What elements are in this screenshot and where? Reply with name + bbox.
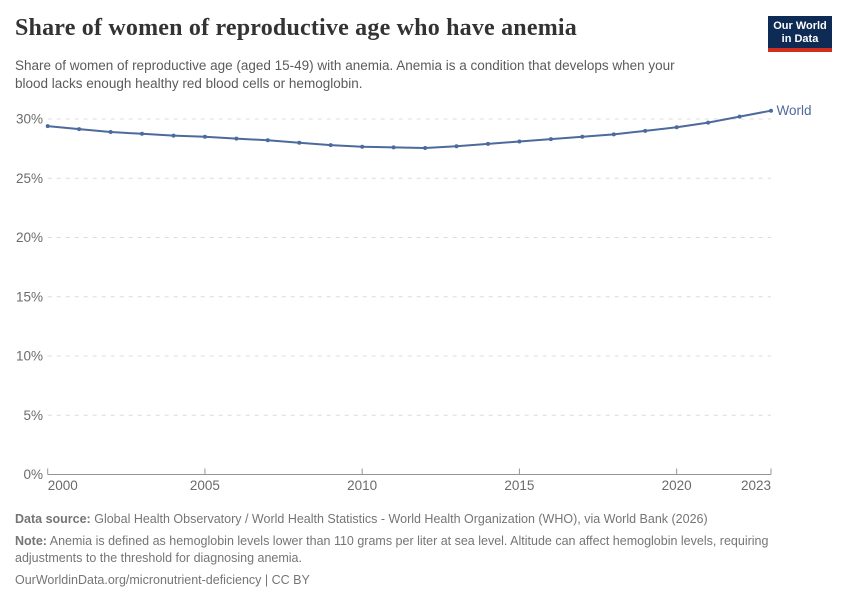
data-point (328, 143, 333, 148)
world-line (47, 109, 772, 149)
datasource-text: Global Health Observatory / World Health… (94, 512, 708, 526)
chart-subtitle-line2: blood lacks enough healthy red blood cel… (15, 75, 363, 91)
footer-note: Note: Anemia is defined as hemoglobin le… (15, 533, 815, 567)
y-tick-label: 20% (16, 230, 43, 245)
x-tick-label: 2020 (662, 478, 692, 493)
y-tick-label: 0% (23, 467, 43, 482)
data-point (77, 127, 82, 132)
owid-logo-line2: in Data (781, 33, 819, 45)
data-point (643, 128, 648, 133)
chart-footer: Data source: Global Health Observatory /… (15, 511, 815, 594)
data-point (171, 133, 176, 138)
data-point (108, 130, 113, 134)
data-point (391, 145, 396, 150)
x-tick-label: 2023 (741, 478, 771, 493)
data-point (517, 139, 522, 144)
series-label-world: World (777, 103, 812, 118)
chart-subtitle: Share of women of reproductive age (aged… (15, 57, 777, 92)
note-text-line1: Anemia is defined as hemoglobin levels l… (49, 534, 769, 548)
owid-logo: Our World in Data (768, 16, 832, 52)
data-point (265, 138, 270, 143)
data-point (769, 108, 773, 113)
data-point (45, 124, 50, 129)
footer-datasource: Data source: Global Health Observatory /… (15, 511, 815, 528)
chart-subtitle-line1: Share of women of reproductive age (aged… (15, 58, 675, 73)
x-tick-label: 2005 (190, 478, 220, 493)
y-tick-label: 15% (16, 289, 43, 304)
page-title: Share of women of reproductive age who h… (15, 15, 577, 41)
y-tick-label: 25% (16, 171, 43, 186)
footer-note-line2: adjustments to the threshold for diagnos… (15, 551, 302, 565)
x-tick-label: 2000 (48, 478, 78, 493)
line-chart: 0% 5% 10% 15% 20% 25% 30% 2000 2005 2010 2015 2020 2… (16, 103, 812, 493)
data-point (580, 134, 585, 139)
data-point (737, 114, 742, 119)
data-point (454, 144, 459, 149)
x-tick-label: 2015 (504, 478, 534, 493)
data-point (360, 144, 365, 149)
data-point (234, 136, 239, 141)
data-point (486, 141, 490, 146)
data-point (674, 125, 679, 130)
y-tick-label: 10% (16, 349, 43, 364)
footer-url: OurWorldinData.org/micronutrient-deficie… (15, 573, 310, 587)
x-tick-label: 2010 (347, 478, 377, 493)
chart-area: 0% 5% 10% 15% 20% 25% 30% 2000 2005 2010 2015 2020 2… (0, 95, 850, 505)
data-point (548, 137, 553, 142)
data-point (611, 132, 616, 137)
data-point (202, 134, 207, 139)
data-point (706, 120, 711, 125)
datasource-label: Data source: (15, 512, 91, 526)
owid-logo-line1: Our World (773, 20, 827, 32)
footer-note-line1: Note: Anemia is defined as hemoglobin le… (15, 533, 815, 550)
note-label: Note: (15, 534, 47, 548)
data-point (297, 140, 302, 145)
data-point (423, 146, 428, 150)
data-point (140, 131, 144, 136)
y-tick-label: 30% (16, 112, 43, 127)
y-tick-label: 5% (23, 408, 43, 423)
